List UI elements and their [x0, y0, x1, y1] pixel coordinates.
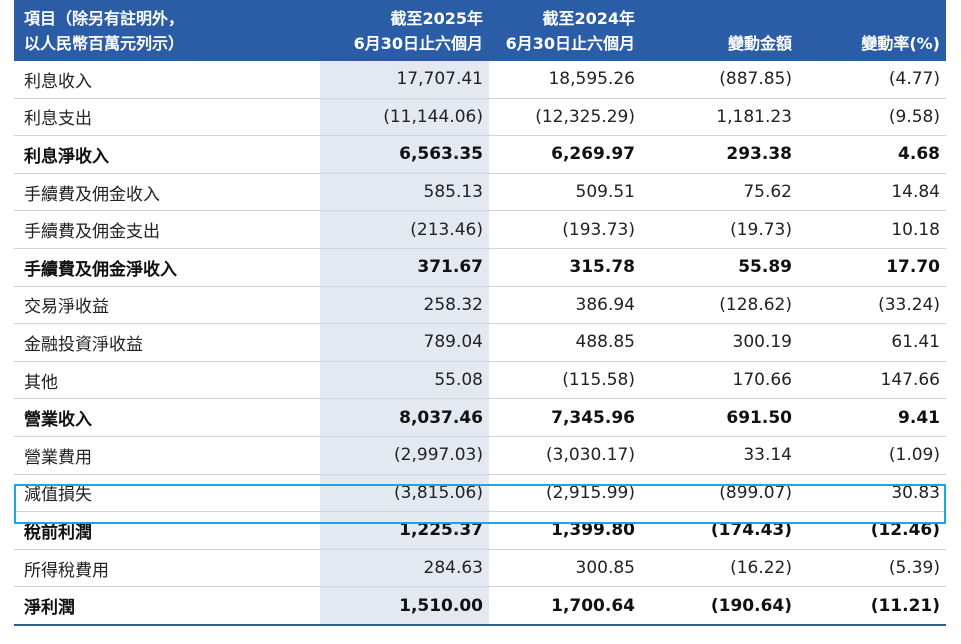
- value-change: (128.62): [641, 286, 798, 325]
- value-2024: 6,269.97: [489, 135, 641, 174]
- value-2025: 789.04: [320, 323, 489, 362]
- header-rate: 變動率(%): [798, 0, 946, 61]
- value-rate: 147.66: [798, 361, 946, 400]
- value-2025: (2,997.03): [320, 436, 489, 475]
- value-rate: 14.84: [798, 173, 946, 212]
- row-label: 淨利潤: [14, 586, 320, 626]
- value-rate: 4.68: [798, 135, 946, 174]
- value-2025: 284.63: [320, 549, 489, 588]
- value-rate: (1.09): [798, 436, 946, 475]
- value-change: 1,181.23: [641, 98, 798, 137]
- table-row: 手續費及佣金淨收入 371.67 315.78 55.89 17.70: [14, 248, 946, 287]
- value-2025: 1,225.37: [320, 511, 489, 550]
- row-label: 營業收入: [14, 398, 320, 437]
- value-2025: 371.67: [320, 248, 489, 287]
- row-label: 稅前利潤: [14, 511, 320, 550]
- value-2024: 386.94: [489, 286, 641, 325]
- row-label: 減值損失: [14, 474, 320, 513]
- row-label: 利息淨收入: [14, 135, 320, 174]
- value-2024: (115.58): [489, 361, 641, 400]
- header-change: 變動金額: [641, 0, 798, 61]
- value-change: (899.07): [641, 474, 798, 513]
- header-2024: 截至2024年 6月30日止六個月: [489, 0, 641, 61]
- value-2024: 7,345.96: [489, 398, 641, 437]
- value-change: 300.19: [641, 323, 798, 362]
- value-2025: 258.32: [320, 286, 489, 325]
- header-2025: 截至2025年 6月30日止六個月: [320, 0, 489, 61]
- value-change: (174.43): [641, 511, 798, 550]
- row-label: 手續費及佣金支出: [14, 210, 320, 249]
- value-2024: (2,915.99): [489, 474, 641, 513]
- table-row: 金融投資淨收益 789.04 488.85 300.19 61.41: [14, 323, 946, 362]
- value-2025: 8,037.46: [320, 398, 489, 437]
- value-change: (190.64): [641, 586, 798, 626]
- table-row: 稅前利潤 1,225.37 1,399.80 (174.43) (12.46): [14, 511, 946, 550]
- value-2024: 18,595.26: [489, 61, 641, 99]
- value-2024: (12,325.29): [489, 98, 641, 137]
- table-row: 交易淨收益 258.32 386.94 (128.62) (33.24): [14, 286, 946, 325]
- table-row: 其他 55.08 (115.58) 170.66 147.66: [14, 361, 946, 400]
- value-rate: (5.39): [798, 549, 946, 588]
- income-statement-table-wrapper: 項目（除另有註明外， 以人民幣百萬元列示） 截至2025年 6月30日止六個月 …: [14, 0, 946, 626]
- value-2025: 6,563.35: [320, 135, 489, 174]
- row-label: 所得稅費用: [14, 549, 320, 588]
- value-rate: 30.83: [798, 474, 946, 513]
- value-2025: (11,144.06): [320, 98, 489, 137]
- value-change: 33.14: [641, 436, 798, 475]
- row-label: 手續費及佣金收入: [14, 173, 320, 212]
- value-2024: 315.78: [489, 248, 641, 287]
- row-label: 手續費及佣金淨收入: [14, 248, 320, 287]
- value-rate: 17.70: [798, 248, 946, 287]
- value-2025: (213.46): [320, 210, 489, 249]
- value-2025: (3,815.06): [320, 474, 489, 513]
- value-2024: 1,700.64: [489, 586, 641, 626]
- row-label: 營業費用: [14, 436, 320, 475]
- table-row: 手續費及佣金收入 585.13 509.51 75.62 14.84: [14, 173, 946, 212]
- table-row: 所得稅費用 284.63 300.85 (16.22) (5.39): [14, 549, 946, 588]
- value-2024: (193.73): [489, 210, 641, 249]
- table-header-row: 項目（除另有註明外， 以人民幣百萬元列示） 截至2025年 6月30日止六個月 …: [14, 0, 946, 61]
- table-row: 營業費用 (2,997.03) (3,030.17) 33.14 (1.09): [14, 436, 946, 475]
- value-2025: 585.13: [320, 173, 489, 212]
- table-row: 利息支出 (11,144.06) (12,325.29) 1,181.23 (9.58): [14, 98, 946, 137]
- table-row: 手續費及佣金支出 (213.46) (193.73) (19.73) 10.18: [14, 210, 946, 249]
- value-2024: 488.85: [489, 323, 641, 362]
- table-row: 淨利潤 1,510.00 1,700.64 (190.64) (11.21): [14, 586, 946, 626]
- value-rate: (9.58): [798, 98, 946, 137]
- value-rate: 61.41: [798, 323, 946, 362]
- row-label: 交易淨收益: [14, 286, 320, 325]
- value-rate: (11.21): [798, 586, 946, 626]
- row-label: 利息支出: [14, 98, 320, 137]
- income-statement-table: 項目（除另有註明外， 以人民幣百萬元列示） 截至2025年 6月30日止六個月 …: [14, 0, 946, 626]
- row-label: 利息收入: [14, 61, 320, 99]
- value-change: (16.22): [641, 549, 798, 588]
- row-label: 其他: [14, 361, 320, 400]
- value-2024: (3,030.17): [489, 436, 641, 475]
- value-change: 691.50: [641, 398, 798, 437]
- value-change: 170.66: [641, 361, 798, 400]
- value-change: (19.73): [641, 210, 798, 249]
- table-row: 利息淨收入 6,563.35 6,269.97 293.38 4.68: [14, 135, 946, 174]
- table-body: 利息收入 17,707.41 18,595.26 (887.85) (4.77) 利息支出…: [14, 61, 946, 626]
- value-rate: (4.77): [798, 61, 946, 99]
- value-2025: 1,510.00: [320, 586, 489, 626]
- value-change: 293.38: [641, 135, 798, 174]
- value-2024: 1,399.80: [489, 511, 641, 550]
- table-row: 減值損失 (3,815.06) (2,915.99) (899.07) 30.83: [14, 474, 946, 513]
- value-2024: 509.51: [489, 173, 641, 212]
- table-row: 營業收入 8,037.46 7,345.96 691.50 9.41: [14, 398, 946, 437]
- value-2024: 300.85: [489, 549, 641, 588]
- value-2025: 17,707.41: [320, 61, 489, 99]
- value-rate: (33.24): [798, 286, 946, 325]
- value-change: (887.85): [641, 61, 798, 99]
- value-rate: 10.18: [798, 210, 946, 249]
- value-rate: (12.46): [798, 511, 946, 550]
- value-rate: 9.41: [798, 398, 946, 437]
- table-row: 利息收入 17,707.41 18,595.26 (887.85) (4.77): [14, 61, 946, 99]
- value-change: 55.89: [641, 248, 798, 287]
- row-label: 金融投資淨收益: [14, 323, 320, 362]
- value-2025: 55.08: [320, 361, 489, 400]
- header-item: 項目（除另有註明外， 以人民幣百萬元列示）: [14, 0, 320, 61]
- value-change: 75.62: [641, 173, 798, 212]
